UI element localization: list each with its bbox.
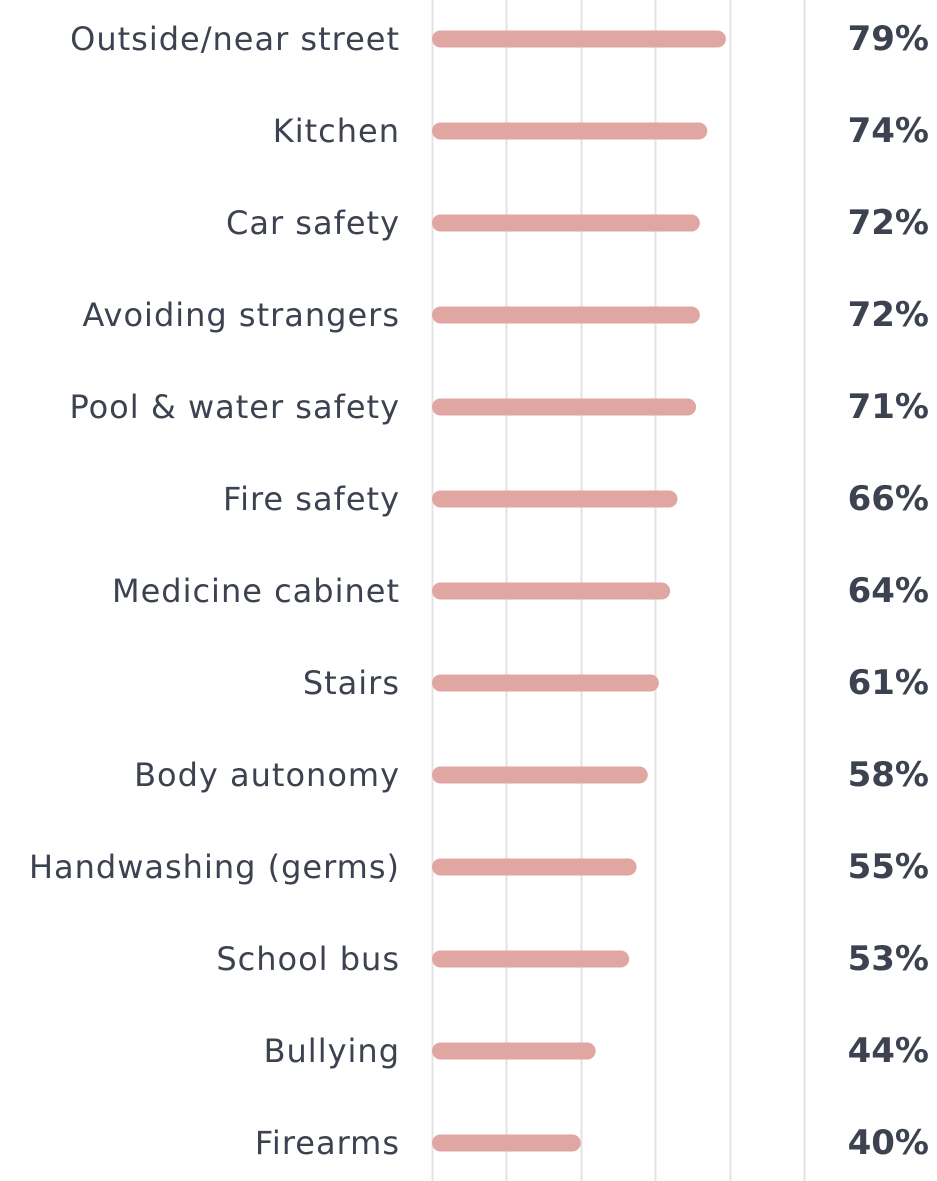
- bar: [432, 674, 659, 692]
- bar: [432, 1042, 596, 1060]
- value-label: 61%: [848, 663, 929, 703]
- category-label: Medicine cabinet: [112, 572, 400, 610]
- bar: [432, 30, 726, 48]
- category-label: Outside/near street: [70, 20, 400, 58]
- bar: [432, 398, 697, 416]
- category-label: Kitchen: [273, 112, 400, 150]
- category-label: Avoiding strangers: [83, 296, 400, 334]
- bar: [432, 582, 671, 600]
- category-label: School bus: [216, 940, 400, 978]
- bar: [432, 306, 700, 324]
- bar: [432, 766, 648, 784]
- value-label: 79%: [848, 19, 929, 59]
- category-label: Bullying: [264, 1032, 400, 1070]
- value-label: 55%: [848, 847, 929, 887]
- value-label: 66%: [848, 479, 929, 519]
- value-label: 72%: [848, 203, 929, 243]
- bar: [432, 858, 637, 876]
- category-label: Car safety: [226, 204, 400, 242]
- category-label: Body autonomy: [134, 756, 400, 794]
- value-label: 71%: [848, 387, 929, 427]
- value-label: 40%: [848, 1123, 929, 1163]
- category-label: Fire safety: [223, 480, 400, 518]
- bar: [432, 950, 630, 968]
- category-labels: Outside/near street Kitchen Car safety Avoi…: [29, 20, 400, 1162]
- value-label: 74%: [848, 111, 929, 151]
- value-label: 58%: [848, 755, 929, 795]
- value-label: 53%: [848, 939, 929, 979]
- value-label: 72%: [848, 295, 929, 335]
- value-label: 64%: [848, 571, 929, 611]
- bars: [432, 30, 726, 1152]
- bar: [432, 122, 708, 140]
- value-label: 44%: [848, 1031, 929, 1071]
- bar: [432, 1134, 581, 1152]
- bar: [432, 214, 700, 232]
- value-labels: 79% 74% 72% 72% 71% 66% 64% 61% 58% 55% 53% 44% 40%: [848, 19, 929, 1163]
- category-label: Pool & water safety: [69, 388, 400, 426]
- category-label: Handwashing (germs): [29, 848, 400, 886]
- bar: [432, 490, 678, 508]
- category-label: Firearms: [255, 1124, 400, 1162]
- category-label: Stairs: [303, 664, 400, 702]
